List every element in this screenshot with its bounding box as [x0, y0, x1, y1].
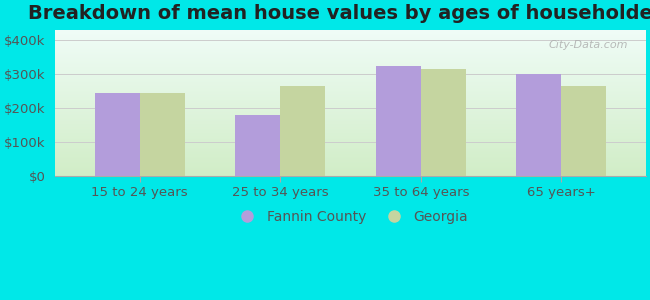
Title: Breakdown of mean house values by ages of householders: Breakdown of mean house values by ages o… — [27, 4, 650, 23]
Bar — [235, 115, 280, 176]
Bar — [280, 86, 325, 176]
Text: City-Data.com: City-Data.com — [549, 40, 628, 50]
Bar — [421, 69, 466, 176]
Bar — [517, 74, 562, 176]
Bar — [562, 86, 606, 176]
Bar — [95, 93, 140, 176]
Legend: Fannin County, Georgia: Fannin County, Georgia — [227, 205, 473, 230]
Bar — [140, 93, 185, 176]
Bar — [376, 66, 421, 176]
